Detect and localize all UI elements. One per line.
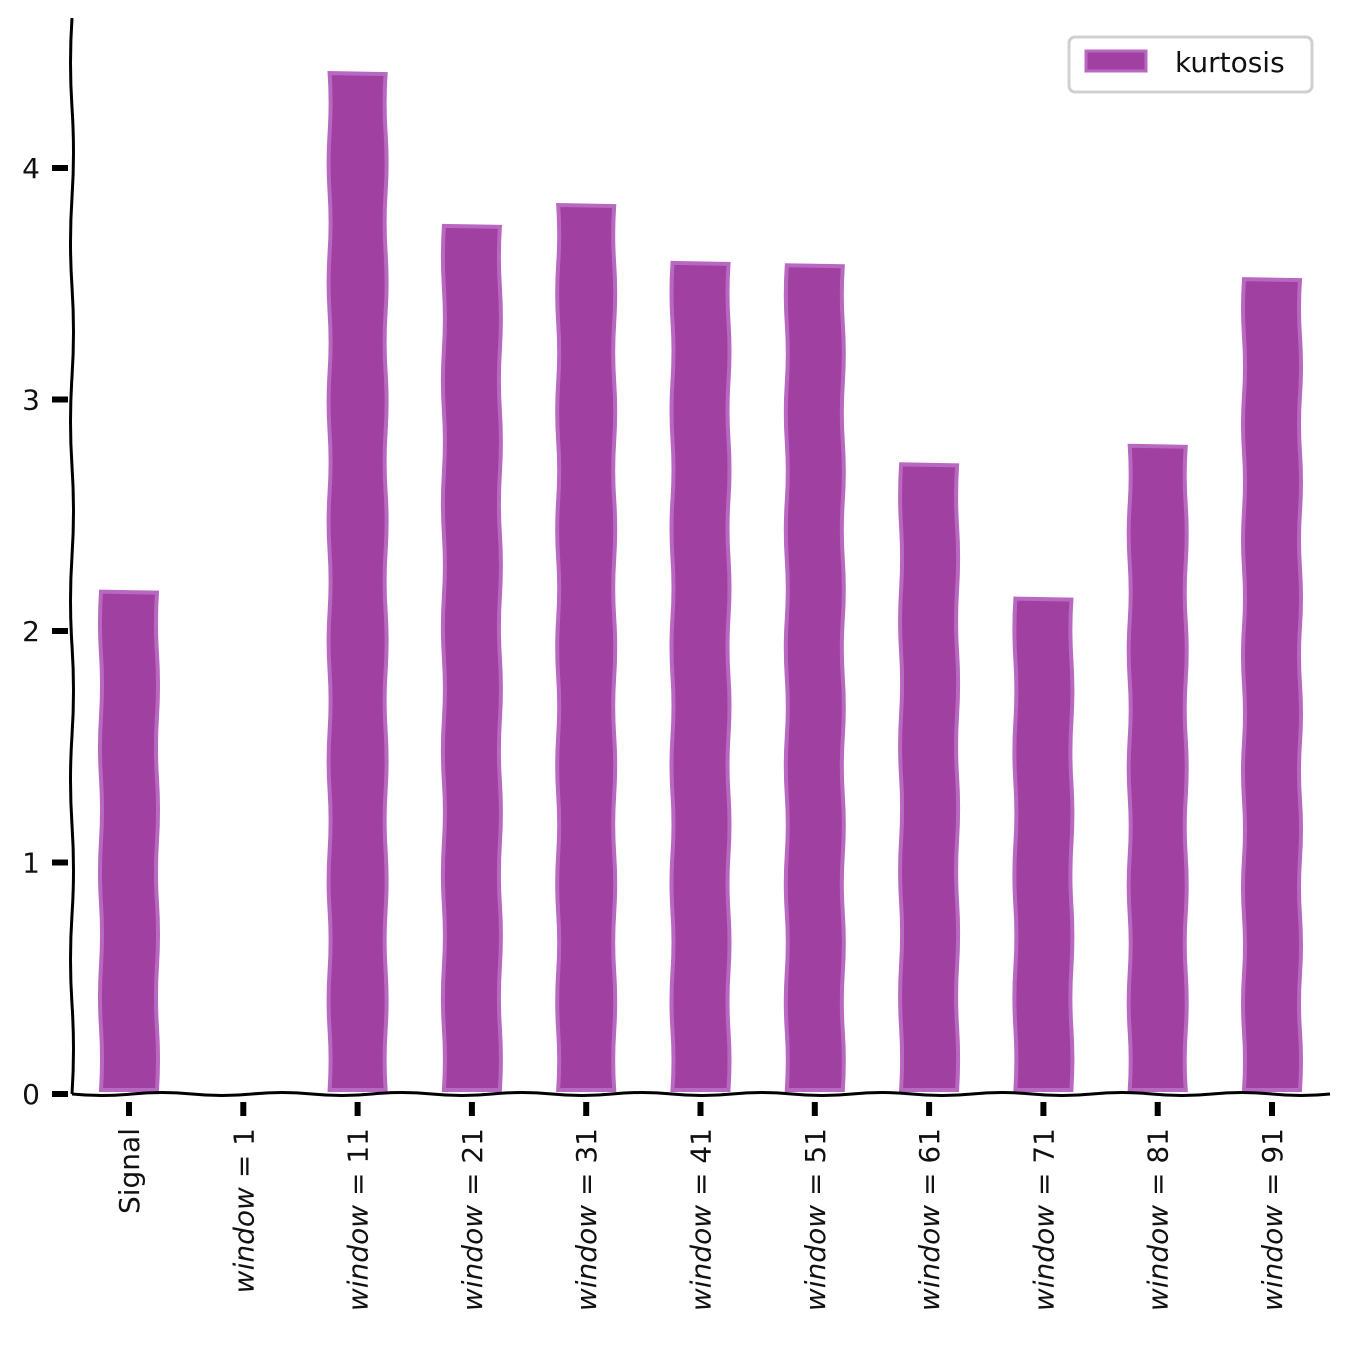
x-tick-label: window = 11 [342, 1128, 375, 1311]
x-tick-label: window = 31 [570, 1128, 603, 1311]
bar-4 [555, 203, 618, 1092]
x-tick-label: window = 91 [1256, 1128, 1289, 1311]
bar-0 [98, 589, 160, 1092]
x-tick-label: window = 61 [913, 1128, 946, 1311]
y-axis-line [69, 17, 75, 1095]
bar-6 [783, 263, 846, 1092]
x-axis-line [71, 1091, 1331, 1097]
y-tick-label: 3 [22, 384, 40, 417]
y-ticks-group: 0 1 2 3 4 [22, 152, 68, 1111]
bar-5 [669, 260, 732, 1092]
x-tick-label: Signal [113, 1128, 146, 1214]
x-tick-label: window = 51 [799, 1128, 832, 1311]
x-tick-label: window = 41 [685, 1128, 718, 1311]
x-tick-label: window = 1 [227, 1128, 260, 1293]
x-tick-label: window = 81 [1142, 1128, 1175, 1311]
bar-9 [1126, 443, 1189, 1092]
x-tick-label: window = 71 [1027, 1128, 1060, 1311]
bars-group [98, 71, 1303, 1092]
bar-10 [1241, 277, 1303, 1092]
y-tick-label: 0 [22, 1078, 40, 1111]
y-tick-label: 2 [22, 615, 40, 648]
axes-group [69, 17, 1331, 1097]
bar-8 [1012, 596, 1075, 1092]
x-tick-label: window = 21 [456, 1128, 489, 1311]
bar-3 [440, 223, 503, 1092]
y-tick-label: 1 [22, 847, 40, 880]
bar-7 [898, 462, 961, 1092]
legend-label: kurtosis [1175, 46, 1285, 79]
legend: kurtosis [1067, 35, 1314, 94]
legend-swatch [1084, 49, 1148, 73]
bar-2 [326, 71, 389, 1092]
x-ticks-group: Signal window = 1 window = 11 window = 21 wi… [113, 1102, 1289, 1311]
y-tick-label: 4 [22, 152, 40, 185]
